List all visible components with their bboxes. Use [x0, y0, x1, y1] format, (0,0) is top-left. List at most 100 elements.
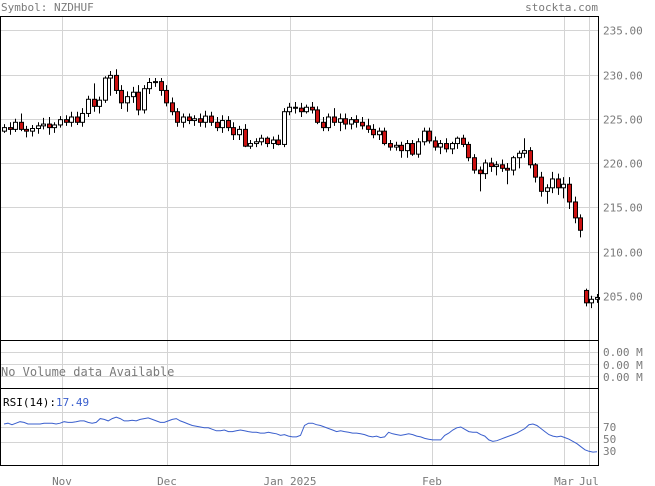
candle-body: [522, 150, 527, 154]
candle-body: [360, 121, 365, 127]
candle-body: [41, 123, 46, 127]
candle-body: [153, 81, 158, 84]
candle-body: [494, 164, 499, 168]
candle-body: [187, 116, 192, 122]
x-tick-label: Feb: [422, 475, 442, 486]
candle-body: [315, 109, 320, 123]
candle-body: [533, 164, 538, 178]
candle-body: [550, 178, 555, 189]
volume-scale-label: 0.00 M: [603, 371, 643, 384]
candle-body: [8, 127, 13, 130]
candle-body: [181, 116, 186, 123]
candle-body: [64, 119, 69, 123]
x-tick-label: Mar: [554, 475, 574, 486]
candle-body: [500, 164, 505, 169]
volume-scale-label: 0.00 M: [603, 346, 643, 359]
candle-body: [332, 116, 337, 123]
rsi-label: RSI(14):17.49: [3, 396, 89, 409]
candle-body: [466, 143, 471, 159]
candle-body: [248, 143, 253, 147]
rsi-grid: [1, 389, 598, 465]
candle-body: [578, 217, 583, 231]
candle-body: [366, 125, 371, 130]
volume-scale-label: 0.00 M: [603, 359, 643, 372]
candle-body: [489, 162, 494, 168]
candle-body: [293, 106, 298, 109]
candle-body: [271, 139, 276, 145]
candle-body: [136, 91, 141, 111]
candle-body: [517, 152, 522, 159]
candle-body: [461, 137, 466, 145]
candle-body: [595, 297, 600, 300]
candle-body: [30, 128, 35, 132]
candle-body: [354, 119, 359, 123]
candle-body: [505, 167, 510, 171]
candle-body: [382, 130, 387, 145]
candle-body: [427, 130, 432, 142]
candle-body: [226, 120, 231, 129]
price-panel-frame: [0, 16, 599, 341]
candle-body: [438, 143, 443, 148]
candle-body: [86, 98, 91, 114]
candle-body: [69, 116, 74, 123]
candle-body: [394, 144, 399, 148]
candle-body: [528, 150, 533, 166]
price-y-tick-label: 205.00: [603, 291, 643, 304]
x-tick-label: Nov: [52, 475, 72, 486]
candle-body: [349, 119, 354, 125]
candle-body: [589, 298, 594, 304]
candle-body: [433, 140, 438, 148]
candle-body: [405, 143, 410, 152]
symbol-label: Symbol: NZDHUF: [1, 1, 94, 14]
candle-body: [114, 74, 119, 91]
price-y-tick-label: 210.00: [603, 247, 643, 260]
price-grid: [1, 17, 598, 340]
candle-body: [483, 162, 488, 175]
candle-body: [103, 77, 108, 101]
candle-body: [416, 141, 421, 155]
candle-body: [254, 141, 259, 145]
candle-body: [276, 139, 281, 145]
candle-body: [125, 96, 130, 104]
rsi-tick-50: 50: [603, 433, 616, 446]
candle-body: [478, 169, 483, 175]
candle-body: [584, 289, 589, 304]
candle-body: [343, 118, 348, 125]
candle-body: [119, 89, 124, 104]
candle-body: [231, 127, 236, 136]
candle-body: [310, 106, 315, 111]
candle-body: [19, 121, 24, 130]
rsi-tick-30: 30: [603, 445, 616, 458]
brand-label: stockta.com: [525, 1, 598, 14]
candle-body: [539, 176, 544, 192]
candle-body: [203, 115, 208, 123]
candle-body: [545, 187, 550, 192]
candle-body: [209, 115, 214, 123]
candle-body: [573, 201, 578, 219]
candle-body: [215, 121, 220, 129]
candle-body: [243, 128, 248, 147]
rsi-current-value: 17.49: [56, 396, 89, 409]
candle-body: [108, 74, 113, 79]
candle-body: [80, 112, 85, 123]
x-tick-label: Jan 2025: [264, 475, 317, 486]
price-y-tick-label: 235.00: [603, 25, 643, 38]
price-y-axis: 205.00 210.00 215.00 220.00 225.00 230.00 235.…: [603, 25, 643, 304]
rsi-line: [3, 416, 598, 453]
candle-body: [377, 130, 382, 136]
rsi-panel-frame: [0, 388, 599, 466]
candle-body: [220, 120, 225, 129]
candle-body: [338, 118, 343, 123]
candle-body: [147, 81, 152, 90]
candle-body: [265, 137, 270, 145]
candle-body: [388, 143, 393, 148]
candle-body: [52, 124, 57, 129]
price-y-tick-label: 225.00: [603, 114, 643, 127]
candle-body: [282, 111, 287, 145]
candle-body: [304, 106, 309, 113]
candle-body: [567, 183, 572, 203]
candle-body: [455, 137, 460, 145]
candle-body: [556, 178, 561, 189]
candle-body: [97, 99, 102, 107]
